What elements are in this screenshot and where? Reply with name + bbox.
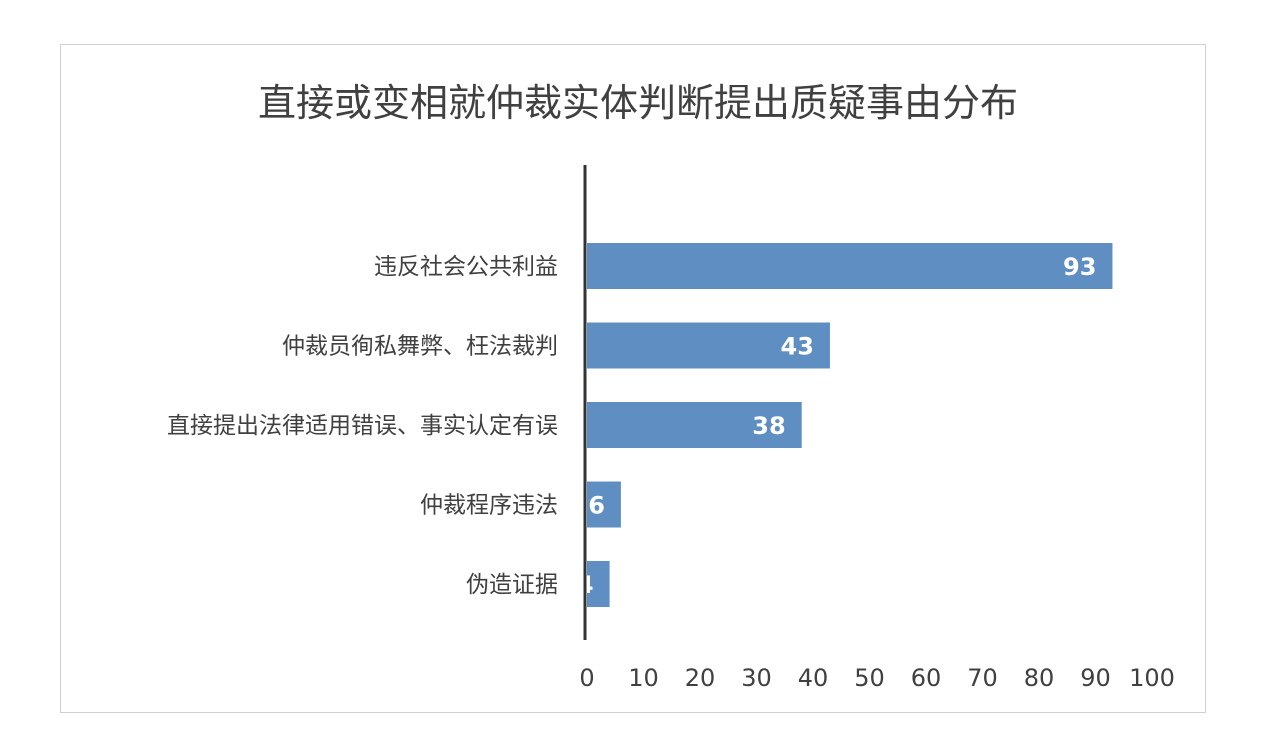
- category-label: 仲裁程序违法: [420, 493, 558, 519]
- data-label: 93: [1063, 253, 1096, 281]
- chart-frame: [60, 44, 1206, 713]
- chart-title: 直接或变相就仲裁实体判断提出质疑事由分布: [257, 81, 1018, 125]
- x-tick-label: 70: [967, 664, 998, 692]
- x-tick-label: 30: [741, 664, 772, 692]
- x-tick-label: 10: [628, 664, 659, 692]
- x-tick-label: 40: [798, 664, 829, 692]
- data-label: 4: [577, 571, 594, 599]
- bar: [587, 322, 830, 369]
- category-label: 直接提出法律适用错误、事实认定有误: [167, 413, 558, 439]
- bar: [587, 481, 621, 528]
- bar: [587, 243, 1113, 289]
- x-tick-label: 20: [685, 664, 716, 692]
- x-tick-label: 100: [1129, 664, 1175, 692]
- category-label: 伪造证据: [466, 572, 558, 598]
- x-tick-label: 50: [854, 664, 885, 692]
- x-tick-label: 80: [1024, 664, 1055, 692]
- bar: [587, 561, 610, 607]
- data-label: 6: [588, 492, 605, 520]
- bar: [587, 402, 802, 448]
- x-tick-label: 90: [1080, 664, 1111, 692]
- category-label: 仲裁员徇私舞弊、枉法裁判: [282, 334, 558, 360]
- category-label: 违反社会公共利益: [374, 254, 558, 280]
- x-tick-label: 60: [911, 664, 942, 692]
- data-label: 43: [781, 333, 814, 361]
- x-tick-label: 0: [579, 664, 594, 692]
- data-label: 38: [752, 412, 785, 440]
